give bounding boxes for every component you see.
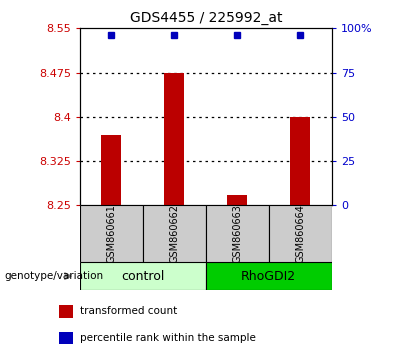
Bar [59,332,73,344]
Bar [269,205,332,262]
Bar [143,205,206,262]
Bar [80,262,206,290]
Text: GSM860663: GSM860663 [232,204,242,263]
Text: genotype/variation: genotype/variation [4,271,103,281]
Bar [101,135,121,205]
Bar [227,195,247,205]
Bar [59,305,73,318]
Text: GSM860661: GSM860661 [106,204,116,263]
Bar [290,117,310,205]
Text: GSM860664: GSM860664 [295,204,305,263]
Bar [164,73,184,205]
Text: percentile rank within the sample: percentile rank within the sample [80,332,256,343]
Text: transformed count: transformed count [80,306,178,316]
Title: GDS4455 / 225992_at: GDS4455 / 225992_at [129,11,282,24]
Bar [206,205,269,262]
Text: control: control [121,270,165,282]
Bar [80,205,143,262]
Text: GSM860662: GSM860662 [169,204,179,263]
Bar [206,262,332,290]
Text: RhoGDI2: RhoGDI2 [241,270,297,282]
